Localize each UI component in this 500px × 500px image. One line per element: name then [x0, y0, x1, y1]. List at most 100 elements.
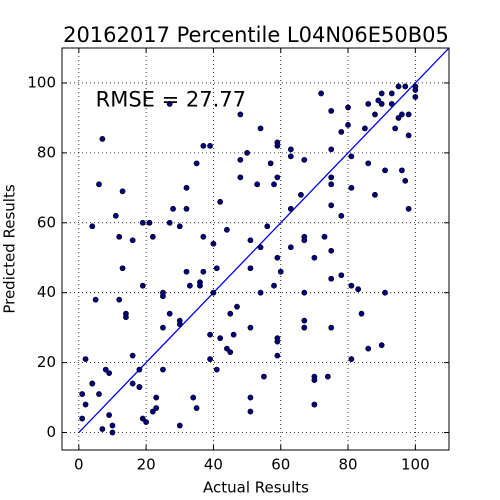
point [328, 275, 335, 282]
point [89, 223, 96, 230]
point [207, 356, 213, 363]
point [247, 394, 254, 401]
point [405, 205, 412, 212]
point [378, 101, 385, 107]
point [200, 268, 207, 275]
point [170, 205, 176, 212]
point [402, 83, 409, 90]
point [193, 405, 200, 411]
y-tick-label: 20 [37, 353, 56, 371]
point [372, 191, 378, 198]
point [395, 83, 402, 90]
point [139, 282, 146, 289]
point [160, 293, 166, 300]
point [89, 380, 96, 387]
point [79, 391, 86, 397]
x-tick-label: 100 [401, 456, 430, 474]
point [210, 240, 217, 247]
point [190, 394, 197, 401]
point [274, 352, 281, 359]
point [287, 153, 294, 160]
point [301, 317, 308, 324]
point [92, 296, 99, 303]
point [123, 314, 129, 321]
plot-frame [61, 47, 450, 451]
point [176, 321, 183, 328]
point [197, 279, 203, 286]
point [365, 101, 372, 107]
point [106, 412, 113, 418]
point [324, 373, 331, 380]
point [146, 219, 153, 226]
point [160, 366, 166, 373]
x-axis-label: Actual Results [203, 479, 309, 497]
point [102, 366, 109, 373]
point [372, 111, 378, 118]
point [328, 202, 335, 209]
point [183, 268, 190, 275]
point [227, 349, 234, 356]
point [244, 149, 250, 156]
point [119, 265, 126, 272]
point [328, 174, 335, 181]
point [183, 205, 190, 212]
point [311, 401, 318, 408]
point [116, 233, 123, 240]
point [382, 289, 388, 296]
point [160, 324, 166, 331]
point [271, 282, 277, 289]
point [301, 289, 308, 296]
point [271, 181, 277, 188]
x-tick-label: 60 [271, 456, 290, 474]
point [213, 366, 220, 373]
point [338, 272, 345, 279]
point [109, 422, 116, 429]
point [112, 212, 119, 219]
y-tick-label: 0 [46, 423, 56, 441]
point [274, 142, 281, 149]
point [176, 223, 183, 230]
point [234, 303, 240, 310]
point [82, 401, 89, 408]
point [375, 97, 382, 104]
point [398, 111, 405, 118]
point [301, 324, 308, 331]
point [378, 342, 385, 349]
point [129, 237, 136, 244]
point [267, 160, 274, 167]
point [257, 244, 264, 251]
point [116, 296, 123, 303]
point [348, 356, 355, 363]
point [311, 377, 318, 383]
point [143, 419, 150, 425]
y-tick-label: 40 [37, 283, 56, 301]
point [277, 268, 284, 275]
point [213, 265, 220, 272]
point [223, 226, 230, 233]
point [365, 345, 372, 352]
point [136, 384, 143, 390]
chart-title: 20162017 Percentile L04N06E50B05 [63, 23, 449, 47]
point [247, 324, 254, 331]
point [193, 160, 200, 167]
point [274, 174, 281, 181]
point [200, 233, 207, 240]
point [355, 286, 362, 293]
point [257, 125, 264, 132]
x-tick-label: 80 [338, 456, 357, 474]
point [119, 188, 126, 195]
point [230, 331, 237, 338]
point [149, 408, 156, 415]
x-tick-label: 20 [137, 456, 156, 474]
y-axis-label: Predicted Results [1, 184, 19, 314]
point [217, 198, 224, 205]
point [257, 289, 264, 296]
point [395, 115, 402, 121]
point [99, 426, 106, 432]
point [176, 422, 183, 429]
point [254, 181, 261, 188]
point [274, 335, 281, 342]
point [210, 289, 217, 296]
point [412, 83, 419, 90]
point [247, 237, 254, 244]
